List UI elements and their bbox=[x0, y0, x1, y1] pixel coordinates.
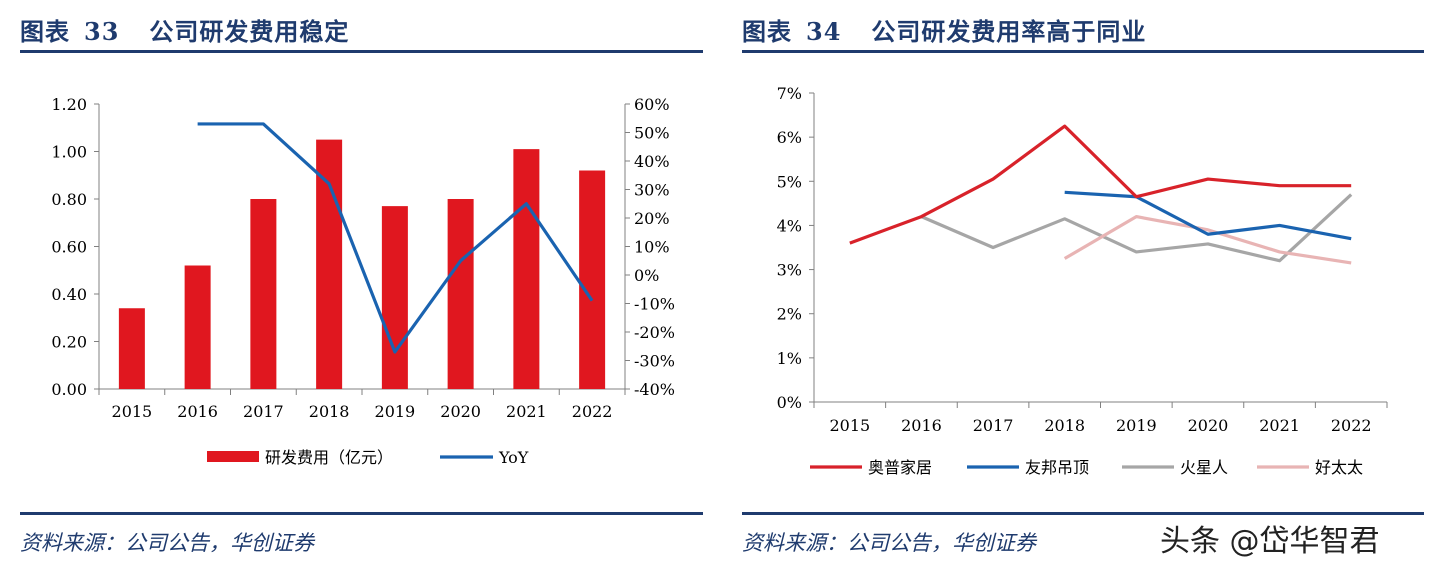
y2-tick-label: 60% bbox=[634, 95, 670, 114]
left-title-number: 33 bbox=[84, 17, 120, 46]
right-source: 资料来源：公司公告，华创证券 bbox=[742, 531, 1036, 555]
y2-tick-label: 10% bbox=[634, 238, 670, 257]
y-tick-label: 3% bbox=[777, 261, 802, 280]
bar bbox=[447, 199, 474, 389]
x-tick-label: 2021 bbox=[506, 402, 547, 421]
x-tick-label: 2015 bbox=[829, 416, 870, 435]
y2-tick-label: -40% bbox=[634, 380, 675, 399]
y2-tick-label: -20% bbox=[634, 323, 675, 342]
y-tick-label: 2% bbox=[777, 305, 802, 324]
y2-tick-label: 50% bbox=[634, 124, 670, 143]
left-chart: 0.00 0.20 0.40 0.60 0.80 1.00 1.20 -40% -30% -20%… bbox=[51, 95, 675, 467]
x-tick-label: 2019 bbox=[1116, 416, 1157, 435]
legend-bar-label: 研发费用（亿元） bbox=[265, 448, 393, 467]
y2-tick-label: 30% bbox=[634, 181, 670, 200]
y2-tick-label: -10% bbox=[634, 295, 675, 314]
left-title-prefix: 图表 bbox=[20, 17, 70, 46]
x-tick-label: 2022 bbox=[1331, 416, 1372, 435]
yoy-line bbox=[197, 122, 594, 354]
left-title-rule bbox=[20, 50, 703, 53]
x-tick-label: 2021 bbox=[1259, 416, 1300, 435]
left-source-rule bbox=[20, 512, 703, 515]
y2-tick-label: 20% bbox=[634, 209, 670, 228]
y-tick-label: 4% bbox=[777, 216, 802, 235]
right-source-rule bbox=[742, 512, 1424, 515]
right-chart: 0% 1% 2% 3% 4% 5% 6% 7% 2015 2016 2017 2018 2019 2020… bbox=[777, 84, 1388, 477]
left-panel: 图表 33 公司研发费用稳定 0.00 0.20 0.40 0.60 0.80 1.00 1.2… bbox=[20, 0, 703, 567]
x-tick-label: 2016 bbox=[177, 402, 218, 421]
x-tick-label: 2020 bbox=[440, 402, 481, 421]
series-youbang-line bbox=[1064, 190, 1352, 241]
y-tick-label: 1.00 bbox=[51, 143, 87, 162]
legend-haotaitai-label: 好太太 bbox=[1315, 458, 1363, 477]
series-huoxingren-line bbox=[920, 193, 1353, 263]
bar bbox=[381, 206, 408, 389]
legend-aopu-label: 奥普家居 bbox=[868, 458, 932, 477]
y-tick-label: 5% bbox=[777, 172, 802, 191]
y2-tick-label: 0% bbox=[634, 266, 659, 285]
bar bbox=[579, 170, 606, 389]
x-tick-label: 2022 bbox=[572, 402, 613, 421]
bar bbox=[316, 139, 343, 389]
legend-huoxingren-label: 火星人 bbox=[1180, 458, 1228, 477]
x-tick-label: 2018 bbox=[1044, 416, 1085, 435]
right-title-prefix: 图表 bbox=[742, 17, 792, 46]
legend-youbang-label: 友邦吊顶 bbox=[1025, 458, 1089, 477]
bar bbox=[250, 199, 277, 389]
x-tick-label: 2019 bbox=[375, 402, 416, 421]
left-title-text: 公司研发费用稳定 bbox=[149, 17, 350, 46]
series-haotaitai-line bbox=[1063, 215, 1352, 265]
y2-tick-label: 40% bbox=[634, 152, 670, 171]
bar bbox=[513, 149, 540, 389]
right-panel: 图表 34 公司研发费用率高于同业 0% 1% 2% 3% 4% 5% 6% 7% 2015 2016… bbox=[742, 0, 1424, 567]
right-chart-title: 图表 34 公司研发费用率高于同业 bbox=[742, 12, 1146, 47]
y-tick-label: 0% bbox=[777, 393, 802, 412]
x-tick-label: 2016 bbox=[901, 416, 942, 435]
legend-bar-swatch bbox=[207, 451, 259, 462]
left-source: 资料来源：公司公告，华创证券 bbox=[20, 531, 314, 555]
series-aopu-line bbox=[849, 124, 1352, 245]
bar bbox=[184, 265, 211, 389]
y-tick-label: 1% bbox=[777, 349, 802, 368]
x-tick-label: 2015 bbox=[112, 402, 153, 421]
y-tick-label: 1.20 bbox=[51, 95, 87, 114]
x-tick-label: 2017 bbox=[243, 402, 284, 421]
legend-yoy-label: YoY bbox=[498, 448, 529, 467]
y-tick-label: 0.60 bbox=[51, 238, 87, 257]
y-tick-label: 0.80 bbox=[51, 190, 87, 209]
x-tick-label: 2020 bbox=[1188, 416, 1229, 435]
y-tick-label: 0.40 bbox=[51, 285, 87, 304]
y-tick-label: 7% bbox=[777, 84, 802, 103]
y-tick-label: 0.00 bbox=[51, 380, 87, 399]
y-tick-label: 6% bbox=[777, 128, 802, 147]
y-tick-label: 0.20 bbox=[51, 333, 87, 352]
right-title-text: 公司研发费用率高于同业 bbox=[871, 17, 1147, 46]
watermark: 头条 @岱华智君 bbox=[1160, 524, 1380, 559]
x-tick-label: 2018 bbox=[309, 402, 350, 421]
left-chart-title: 图表 33 公司研发费用稳定 bbox=[20, 12, 349, 47]
y2-tick-label: -30% bbox=[634, 352, 675, 371]
right-title-number: 34 bbox=[806, 17, 842, 46]
right-title-rule bbox=[742, 50, 1424, 53]
bar bbox=[118, 308, 145, 389]
x-tick-label: 2017 bbox=[973, 416, 1014, 435]
